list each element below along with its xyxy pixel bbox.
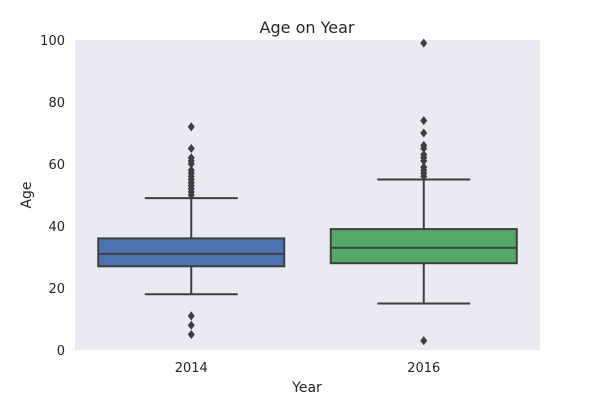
y-tick-label: 100 (40, 34, 65, 49)
box-2014 (97, 237, 286, 268)
outlier-point (420, 162, 428, 172)
chart-title: Age on Year (260, 18, 355, 37)
y-tick-label: 80 (48, 96, 65, 111)
y-tick-label: 0 (57, 344, 65, 359)
outlier-point (187, 122, 195, 132)
box-2016 (329, 228, 518, 265)
outlier-point (420, 140, 428, 150)
y-tick-label: 40 (48, 220, 65, 235)
y-axis-label: Age (19, 181, 35, 208)
outlier-point (420, 38, 428, 48)
x-axis-label: Year (291, 380, 322, 396)
outlier-point (420, 150, 428, 160)
outlier-point (420, 336, 428, 346)
outlier-point (187, 329, 195, 340)
outlier-point (187, 143, 195, 154)
outlier-point (187, 311, 195, 321)
x-axis: 2014 2016 (175, 361, 441, 376)
outlier-point (420, 128, 428, 138)
boxes (97, 38, 518, 346)
outlier-point (187, 320, 195, 330)
y-tick-label: 20 (48, 282, 65, 297)
y-axis: 0 20 40 60 80 100 (40, 34, 65, 359)
plot-area (75, 40, 540, 350)
outlier-point (187, 153, 195, 163)
y-tick-label: 60 (48, 158, 65, 173)
outlier-point (420, 116, 428, 126)
x-tick-label: 2014 (175, 361, 208, 376)
x-tick-label: 2016 (407, 361, 440, 376)
outlier-point (187, 165, 195, 175)
